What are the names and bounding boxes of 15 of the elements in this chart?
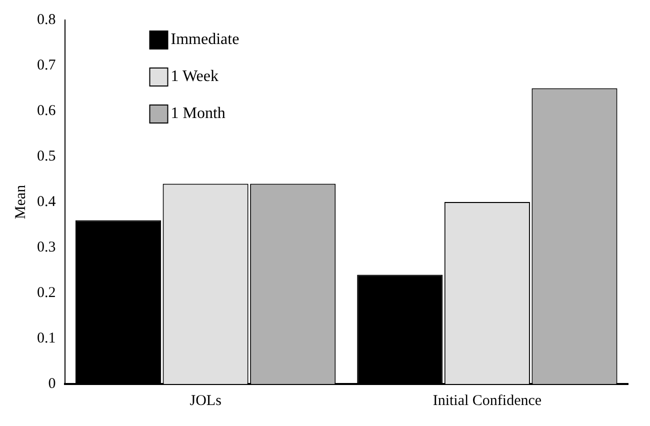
y-tick-label: 0.3: [37, 239, 56, 256]
x-tick-label: JOLs: [190, 392, 222, 409]
y-tick-label: 0.5: [37, 148, 56, 164]
y-tick-label: 0.8: [37, 12, 56, 28]
y-tick-label: 0.7: [37, 57, 56, 74]
y-tick-label: 0.1: [37, 330, 56, 346]
legend-label: Immediate: [170, 31, 240, 48]
legend-label: 1 Week: [170, 68, 218, 86]
x-tick-label: Initial Confidence: [432, 392, 542, 409]
legend-label: 1 Month: [170, 105, 226, 122]
y-tick-label: 0.6: [37, 102, 56, 119]
y-tick-label: 0.4: [37, 194, 56, 210]
y-tick-label: 0.2: [37, 284, 56, 301]
y-axis-title: Mean: [12, 184, 29, 220]
y-tick-label: 0: [48, 376, 56, 392]
